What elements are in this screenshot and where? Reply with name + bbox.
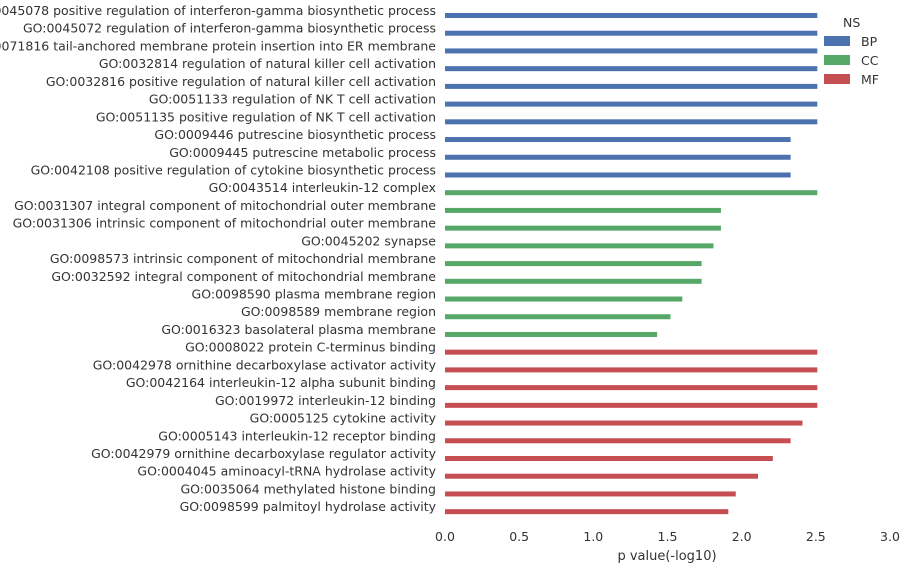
x-tick-label: 2.0 — [732, 529, 752, 544]
legend-label: CC — [861, 53, 879, 68]
bar — [445, 101, 818, 107]
bar — [445, 225, 721, 231]
category-label: GO:0051135 positive regulation of NK T c… — [96, 109, 436, 124]
category-label: GO:0031306 intrinsic component of mitoch… — [13, 216, 437, 231]
x-tick-label: 1.0 — [583, 529, 603, 544]
bar — [445, 367, 818, 373]
category-label: GO:0031307 integral component of mitocho… — [14, 198, 436, 213]
category-label: GO:0042108 positive regulation of cytoki… — [31, 162, 436, 177]
category-label: GO:0009445 putrescine metabolic process — [169, 145, 436, 160]
x-axis-ticks: 0.0 0.5 1.0 1.5 2.0 2.5 3.0 — [435, 529, 900, 544]
legend-swatch — [824, 36, 850, 46]
category-label: GO:0019972 interleukin-12 binding — [215, 393, 436, 408]
legend-label: BP — [861, 34, 878, 49]
x-tick-label: 2.5 — [806, 529, 826, 544]
legend: NS BP CC MF — [824, 15, 879, 87]
bar — [445, 190, 818, 196]
bar — [445, 261, 702, 267]
bar — [445, 349, 818, 355]
bar — [445, 331, 658, 337]
bar — [445, 420, 803, 426]
category-label: GO:0016323 basolateral plasma membrane — [161, 322, 436, 337]
bar — [445, 137, 791, 143]
category-labels: GO:0045078 positive regulation of interf… — [0, 3, 437, 514]
category-label: GO:0098589 membrane region — [241, 304, 436, 319]
x-tick-label: 0.5 — [509, 529, 529, 544]
bar — [445, 66, 818, 72]
category-label: GO:0098590 plasma membrane region — [192, 287, 436, 302]
legend-swatch — [824, 74, 850, 84]
bar — [445, 456, 773, 461]
x-axis-title: p value(-log10) — [617, 549, 716, 564]
category-label: GO:0032816 positive regulation of natura… — [46, 74, 436, 89]
bar — [445, 13, 818, 18]
bar — [445, 509, 729, 515]
category-label: GO:0042978 ornithine decarboxylase activ… — [93, 357, 437, 372]
bar — [445, 48, 818, 54]
legend-label: MF — [861, 72, 879, 87]
bar — [445, 385, 818, 391]
legend-swatch — [824, 55, 850, 65]
legend-title: NS — [843, 15, 860, 30]
bar — [445, 172, 791, 178]
bar — [445, 119, 818, 125]
bar — [445, 83, 818, 89]
x-tick-label: 3.0 — [880, 529, 900, 544]
category-label: GO:0008022 protein C-terminus binding — [185, 340, 436, 355]
bar — [445, 491, 736, 497]
category-label: GO:0005125 cytokine activity — [250, 411, 437, 426]
bar — [445, 207, 721, 213]
category-label: GO:0043514 interleukin-12 complex — [209, 180, 436, 195]
bar — [445, 314, 671, 320]
bar — [445, 278, 702, 284]
category-label: GO:0042164 interleukin-12 alpha subunit … — [126, 375, 436, 390]
bar — [445, 473, 758, 479]
category-label: GO:0045202 synapse — [301, 233, 436, 248]
category-label: GO:0051133 regulation of NK T cell activ… — [149, 92, 436, 107]
category-label: GO:0005143 interleukin-12 receptor bindi… — [158, 428, 436, 443]
category-label: GO:0004045 aminoacyl-tRNA hydrolase acti… — [137, 464, 436, 479]
category-label: GO:0009446 putrescine biosynthetic proce… — [154, 127, 436, 142]
category-label: GO:0045078 positive regulation of interf… — [0, 3, 436, 18]
category-label: GO:0071816 tail-anchored membrane protei… — [0, 38, 436, 53]
category-label: GO:0032814 regulation of natural killer … — [99, 56, 436, 71]
bar — [445, 30, 818, 36]
bar — [445, 243, 714, 249]
category-label: GO:0045072 regulation of interferon-gamm… — [23, 21, 436, 36]
category-label: GO:0098599 palmitoyl hydrolase activity — [180, 499, 437, 514]
bar — [445, 296, 683, 302]
x-tick-label: 0.0 — [435, 529, 455, 544]
bars-layer — [445, 13, 818, 515]
bar — [445, 438, 791, 444]
bar — [445, 402, 818, 408]
category-label: GO:0035064 methylated histone binding — [180, 481, 436, 496]
category-label: GO:0098573 intrinsic component of mitoch… — [50, 251, 436, 266]
bar — [445, 154, 791, 160]
x-tick-label: 1.5 — [658, 529, 678, 544]
category-label: GO:0042979 ornithine decarboxylase regul… — [91, 446, 436, 461]
category-label: GO:0032592 integral component of mitocho… — [51, 269, 436, 284]
